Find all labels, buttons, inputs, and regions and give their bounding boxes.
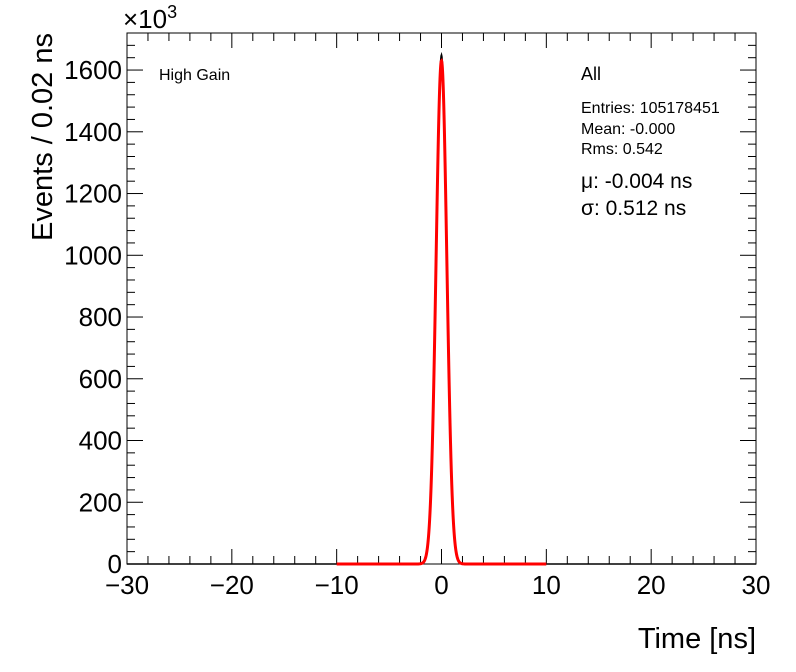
gain-label: High Gain bbox=[159, 67, 230, 84]
fit-curve bbox=[336, 58, 547, 566]
x-tick-label: 10 bbox=[532, 570, 561, 600]
x-tick-label: −10 bbox=[315, 570, 359, 600]
stat-mean: Mean: -0.000 bbox=[581, 121, 675, 138]
y-tick-label: 1600 bbox=[64, 55, 122, 85]
y-axis-tick-labels: 0 200 400 600 800 1000 1200 1400 1600 bbox=[64, 55, 122, 579]
y-tick-label: 0 bbox=[108, 549, 122, 579]
x-axis-ticks bbox=[126, 33, 757, 564]
y-tick-label: 400 bbox=[79, 426, 122, 456]
x-tick-label: −20 bbox=[210, 570, 254, 600]
multiplier-base: ×10 bbox=[123, 4, 167, 34]
y-tick-label: 1200 bbox=[64, 179, 122, 209]
fit-mu: μ: -0.004 ns bbox=[581, 170, 692, 193]
y-tick-label: 1000 bbox=[64, 240, 122, 270]
y-axis-multiplier: ×103 bbox=[123, 2, 177, 34]
multiplier-exponent: 3 bbox=[167, 2, 177, 22]
x-tick-label: 0 bbox=[434, 570, 448, 600]
stat-entries: Entries: 105178451 bbox=[581, 100, 720, 117]
y-axis-label: Events / 0.02 ns bbox=[27, 33, 59, 241]
x-tick-label: 20 bbox=[637, 570, 666, 600]
stat-rms: Rms: 0.542 bbox=[581, 141, 663, 158]
fit-sigma: σ: 0.512 ns bbox=[581, 197, 686, 220]
y-tick-label: 800 bbox=[79, 302, 122, 332]
y-tick-label: 600 bbox=[79, 364, 122, 394]
x-axis-label: Time [ns] bbox=[638, 623, 756, 655]
y-tick-label: 200 bbox=[79, 487, 122, 517]
y-axis-ticks bbox=[127, 32, 756, 565]
x-tick-label: 30 bbox=[742, 570, 771, 600]
x-tick-label: −30 bbox=[105, 570, 149, 600]
legend-title: All bbox=[581, 64, 601, 84]
x-axis-tick-labels: −30 −20 −10 0 10 20 30 bbox=[105, 570, 771, 600]
y-tick-label: 1400 bbox=[64, 117, 122, 147]
